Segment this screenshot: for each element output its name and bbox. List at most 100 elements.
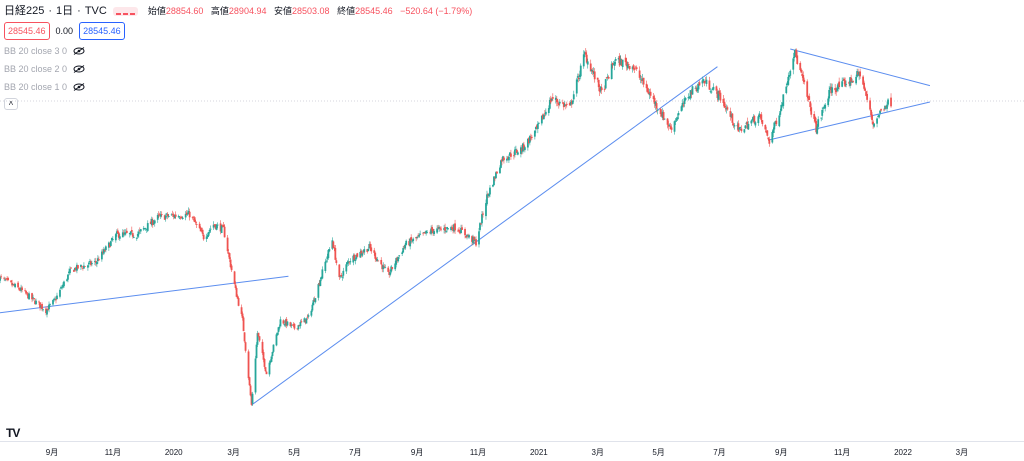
candle: [710, 89, 713, 94]
candle: [14, 282, 16, 289]
candle-body: [729, 111, 732, 117]
candle: [416, 235, 419, 240]
indicator-row[interactable]: BB 20 close 1 0: [4, 80, 477, 94]
indicator-label: BB 20 close 2 0: [4, 64, 68, 74]
candle-body: [569, 101, 572, 105]
candle: [577, 73, 580, 83]
candle-body: [536, 123, 539, 129]
candle-body: [26, 292, 28, 294]
collapse-legend-button[interactable]: ˄: [4, 98, 18, 110]
candle-body: [865, 91, 867, 96]
candle-body: [606, 76, 609, 78]
candle: [440, 226, 442, 232]
candle: [856, 68, 859, 78]
candle: [247, 349, 250, 381]
candle-body: [666, 118, 669, 125]
candle-body: [398, 255, 401, 257]
candle: [878, 114, 880, 119]
candle-body: [149, 221, 152, 225]
candle-body: [242, 317, 245, 332]
candle: [852, 80, 855, 84]
spread-value: 0.00: [55, 26, 74, 36]
candle-body: [845, 83, 848, 85]
candle-body: [550, 99, 553, 101]
tradingview-logo[interactable]: TV: [6, 426, 20, 440]
candle: [19, 287, 21, 292]
candle-body: [607, 77, 610, 79]
candle: [409, 237, 412, 250]
candle: [258, 336, 261, 343]
candle-body: [751, 119, 754, 121]
candle-body: [771, 131, 774, 143]
candle: [242, 316, 245, 332]
indicator-row[interactable]: BB 20 close 3 0: [4, 44, 477, 58]
candle-body: [562, 102, 565, 108]
candle-body: [346, 262, 349, 265]
candle-body: [800, 69, 803, 73]
candle: [303, 317, 306, 323]
candle-body: [81, 266, 83, 267]
indicator-row[interactable]: BB 20 close 2 0: [4, 62, 477, 76]
candle-body: [535, 125, 538, 129]
candle: [123, 229, 126, 237]
candle: [634, 65, 637, 69]
candle: [543, 110, 546, 118]
candle: [503, 155, 505, 164]
candle-body: [56, 295, 58, 300]
candle: [726, 105, 729, 111]
candle: [219, 220, 222, 235]
symbol-title[interactable]: 日経225 · 1日 · TVC: [4, 5, 107, 17]
candle: [439, 226, 441, 231]
candle: [227, 249, 230, 258]
candle: [195, 221, 198, 228]
candle-body: [11, 282, 13, 286]
candle-body: [199, 227, 202, 232]
candle: [730, 111, 733, 119]
candle: [834, 84, 837, 95]
sell-price-button[interactable]: 28545.46: [4, 22, 50, 40]
candle-body: [332, 241, 335, 249]
candle: [884, 105, 886, 111]
candle: [663, 118, 666, 120]
candle-body: [68, 271, 70, 274]
candle-body: [326, 256, 329, 260]
candle-body: [521, 143, 524, 152]
candle: [493, 175, 495, 186]
candle: [584, 48, 587, 57]
eye-hidden-icon[interactable]: [73, 47, 85, 55]
eye-hidden-icon[interactable]: [73, 65, 85, 73]
candle: [179, 215, 182, 220]
candle-body: [135, 237, 138, 239]
candle: [436, 225, 438, 234]
candle: [739, 126, 742, 131]
candle-body: [160, 214, 163, 216]
candle: [617, 56, 620, 64]
candle-body: [772, 129, 775, 133]
candle: [80, 264, 82, 270]
candle: [548, 97, 551, 110]
candle: [159, 211, 162, 220]
candle: [377, 260, 380, 262]
candle: [41, 302, 43, 312]
candle: [599, 86, 602, 94]
candle: [680, 105, 683, 112]
candle: [128, 232, 131, 238]
candle: [544, 108, 547, 117]
candle: [827, 96, 830, 107]
candle-body: [640, 79, 643, 81]
eye-hidden-icon[interactable]: [73, 83, 85, 91]
candle-body: [10, 280, 12, 283]
candle: [279, 316, 282, 327]
market-status-icon[interactable]: [112, 6, 138, 16]
candle-body: [471, 236, 473, 242]
buy-price-button[interactable]: 28545.46: [79, 22, 125, 40]
candle: [661, 108, 664, 121]
candle-body: [765, 130, 768, 132]
candle-body: [624, 57, 627, 63]
candle-body: [173, 215, 176, 219]
candle-body: [807, 96, 810, 99]
candle: [362, 249, 365, 255]
candle: [596, 77, 599, 83]
candle-body: [503, 157, 505, 161]
